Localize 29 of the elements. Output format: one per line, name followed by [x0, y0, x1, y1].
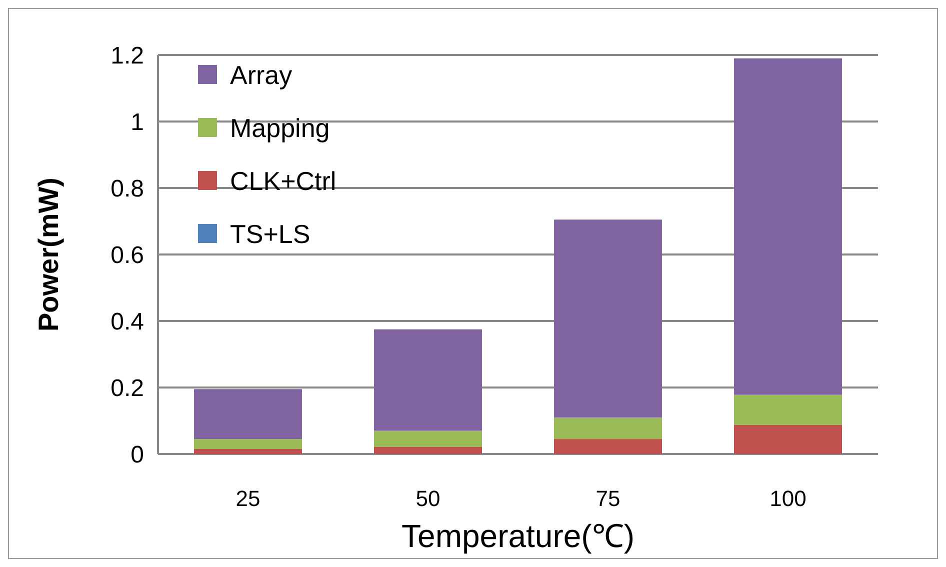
- bar: [734, 424, 842, 454]
- bar: [734, 58, 842, 395]
- legend-label: CLK+Ctrl: [230, 166, 336, 196]
- y-tick-label: 0.8: [110, 175, 144, 202]
- legend-label: Array: [230, 60, 292, 90]
- bar: [194, 449, 302, 454]
- y-tick-label: 0.2: [110, 374, 144, 402]
- bar: [194, 439, 302, 450]
- bar: [374, 446, 482, 454]
- x-axis-title: Temperature(℃): [402, 518, 634, 554]
- y-tick-label: 0.4: [110, 308, 144, 336]
- bar: [194, 389, 302, 440]
- y-tick-label: 0.6: [110, 242, 144, 269]
- y-axis-title: Power(mW): [33, 178, 64, 332]
- bar: [554, 417, 662, 440]
- legend-label: Mapping: [230, 113, 330, 144]
- x-tick-label: 100: [770, 486, 806, 511]
- bar: [734, 394, 842, 425]
- x-tick-label: 50: [416, 486, 440, 511]
- bar: [554, 220, 662, 418]
- y-tick-label: 1.2: [110, 42, 144, 70]
- y-tick-label: 1: [130, 108, 144, 136]
- bar: [554, 439, 662, 454]
- x-tick-label: 25: [236, 486, 260, 511]
- y-tick-label: 0: [130, 441, 144, 468]
- bar: [374, 430, 482, 447]
- legend-label: TS+LS: [230, 219, 310, 250]
- x-tick-label: 75: [596, 486, 620, 511]
- bar: [374, 329, 482, 431]
